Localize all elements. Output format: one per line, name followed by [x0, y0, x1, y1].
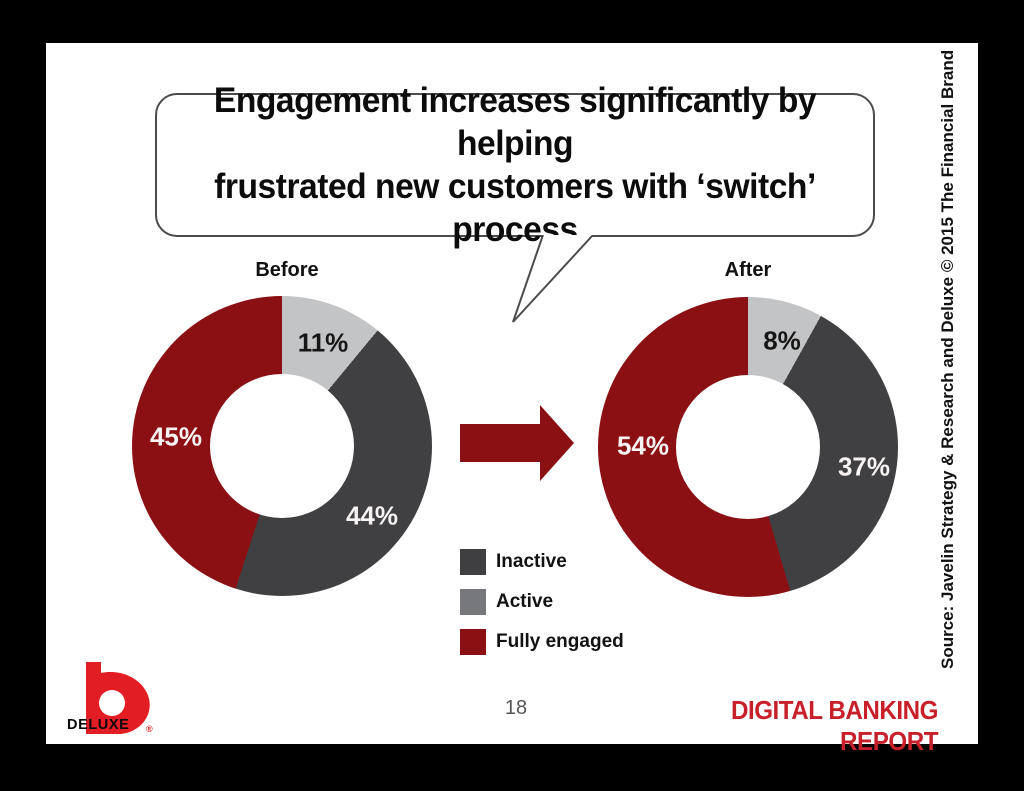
- legend-label: Inactive: [496, 550, 567, 572]
- before-donut-chart: 11% 44% 45%: [132, 296, 432, 596]
- before-inactive-value: 44%: [345, 500, 399, 531]
- after-chart-title: After: [724, 259, 772, 281]
- after-active-value: 8%: [763, 325, 801, 356]
- before-chart-title: Before: [255, 259, 319, 281]
- inactive-swatch: [460, 548, 486, 575]
- title-speech-bubble: Engagement increases significantly by he…: [155, 81, 875, 249]
- after-donut-chart: 8% 37% 54%: [598, 297, 898, 597]
- slide-title: Engagement increases significantly by he…: [171, 79, 858, 251]
- source-attribution: Source: Javelin Strategy & Research and …: [938, 49, 957, 669]
- active-swatch: [460, 588, 486, 615]
- deluxe-logo: DELUXE ®: [62, 660, 172, 742]
- after-fully-engaged-value: 54%: [616, 430, 670, 461]
- legend-label: Active: [496, 590, 554, 612]
- deluxe-wordmark: DELUXE: [67, 717, 130, 733]
- slide-title-line2: frustrated new customers with ‘switch’ p…: [214, 167, 816, 249]
- after-inactive-value: 37%: [837, 451, 891, 482]
- after-donut-hole: [676, 375, 820, 519]
- chart-legend: Inactive Active Fully engaged: [460, 548, 624, 668]
- deluxe-d-icon: [86, 662, 150, 734]
- legend-item-inactive: Inactive: [460, 548, 624, 575]
- slide-title-line1: Engagement increases significantly by he…: [213, 81, 817, 163]
- slide-canvas: Engagement increases significantly by he…: [46, 43, 978, 756]
- before-active-value: 11%: [297, 327, 349, 358]
- fully-engaged-swatch: [460, 628, 486, 655]
- before-to-after-arrow-icon: [460, 405, 574, 481]
- legend-item-fully-engaged: Fully engaged: [460, 628, 624, 655]
- legend-item-active: Active: [460, 588, 624, 615]
- legend-label: Fully engaged: [496, 630, 624, 652]
- digital-banking-report-logo: DIGITAL BANKING REPORT: [730, 695, 939, 756]
- registered-trademark-icon: ®: [146, 724, 153, 734]
- speech-bubble-tail: [512, 235, 594, 323]
- before-donut-hole: [210, 374, 354, 518]
- page-number: 18: [504, 697, 528, 719]
- before-fully-engaged-value: 45%: [149, 421, 203, 452]
